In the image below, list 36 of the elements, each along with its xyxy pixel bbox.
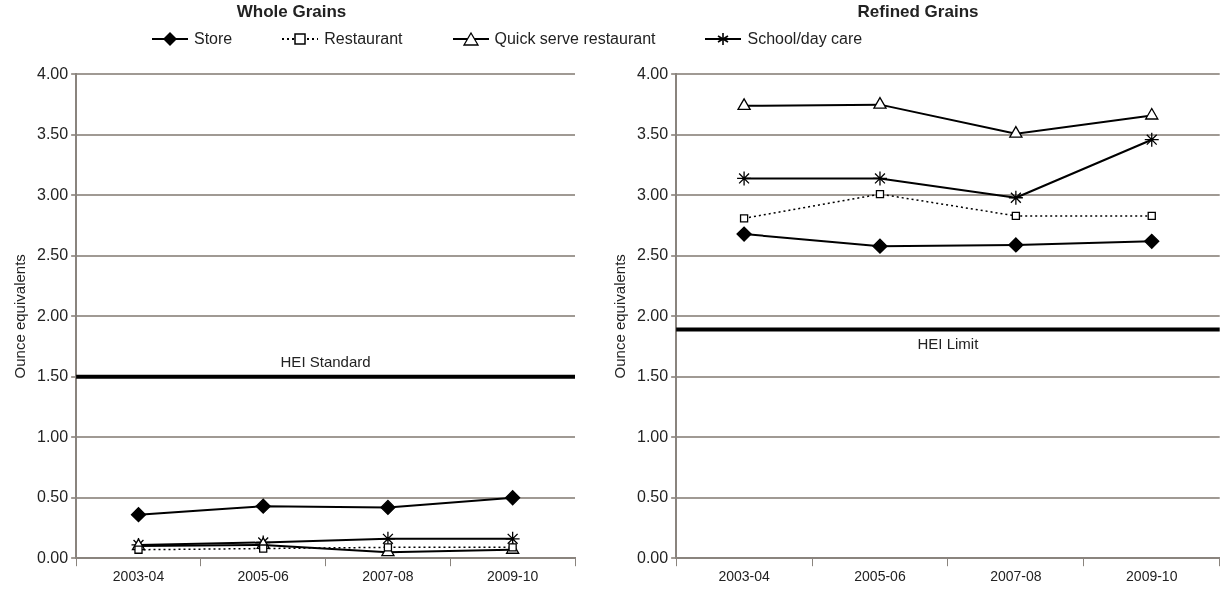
x-tick-label: 2009-10 (486, 568, 539, 585)
y-tick-label: 0.00 (637, 548, 669, 566)
y-axis-title: Ounce equivalents (11, 254, 29, 379)
x-tick-label: 2007-08 (362, 568, 414, 585)
legend-label: Store (194, 30, 233, 48)
x-tick-label: 2003-04 (112, 568, 165, 585)
y-tick-label: 0.50 (637, 488, 669, 506)
x-tick-label: 2005-06 (854, 568, 906, 585)
legend-label: Quick serve restaurant (494, 30, 656, 48)
y-tick-label: 3.50 (637, 125, 669, 143)
y-tick-label: 0.00 (37, 548, 69, 566)
y-tick-label: 3.00 (37, 185, 69, 203)
x-tick-label: 2003-04 (718, 568, 770, 585)
chart-title: Whole Grains (236, 1, 347, 21)
y-tick-label: 2.00 (37, 306, 69, 324)
y-tick-label: 4.00 (637, 64, 669, 82)
y-tick-label: 2.50 (637, 246, 669, 264)
y-tick-label: 2.50 (37, 246, 69, 264)
y-tick-label: 1.00 (637, 427, 669, 445)
chart-title: Refined Grains (857, 1, 979, 21)
ref-line-label: HEI Standard (280, 353, 371, 371)
ref-line-label: HEI Limit (917, 335, 980, 353)
y-tick-label: 4.00 (37, 64, 69, 82)
y-tick-label: 1.50 (37, 367, 69, 385)
legend-label: School/day care (747, 30, 863, 48)
y-tick-label: 3.50 (37, 125, 69, 143)
y-tick-label: 1.00 (37, 427, 69, 445)
y-tick-label: 1.50 (637, 367, 669, 385)
x-tick-label: 2007-08 (990, 568, 1042, 585)
y-tick-label: 3.00 (637, 185, 669, 203)
y-tick-label: 2.00 (637, 306, 669, 324)
x-tick-label: 2009-10 (1126, 568, 1178, 585)
x-tick-label: 2005-06 (237, 568, 290, 585)
y-tick-label: 0.50 (37, 488, 69, 506)
legend-label: Restaurant (324, 30, 403, 48)
y-axis-title: Ounce equivalents (611, 254, 629, 379)
